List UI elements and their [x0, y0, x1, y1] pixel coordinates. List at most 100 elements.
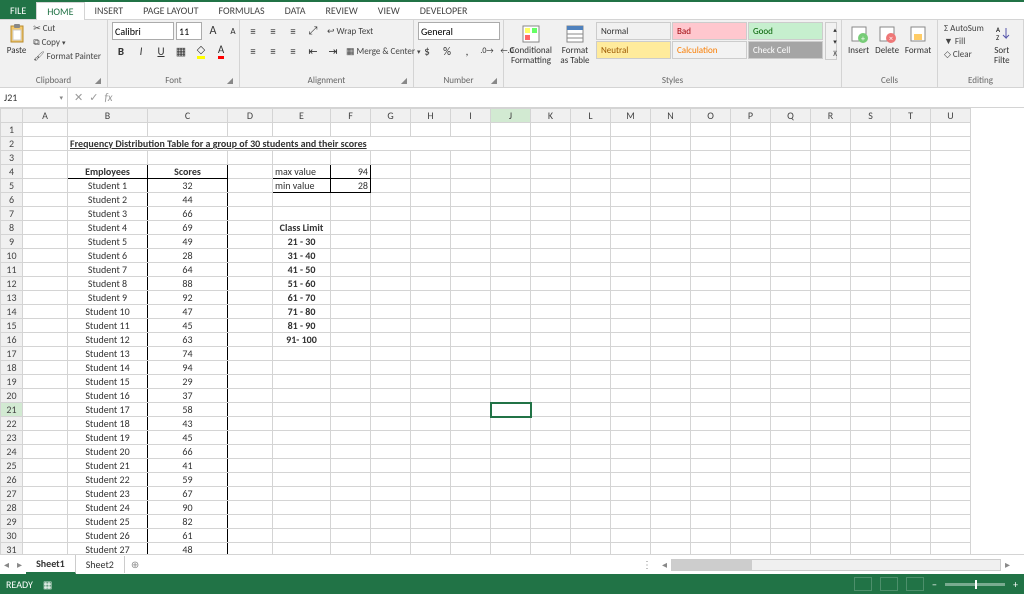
cell-O14[interactable]: [691, 305, 731, 319]
cell-D17[interactable]: [228, 347, 273, 361]
cell-L4[interactable]: [571, 165, 611, 179]
cell-S28[interactable]: [851, 501, 891, 515]
cell-F7[interactable]: [331, 207, 371, 221]
cell-E25[interactable]: [273, 459, 331, 473]
cell-E23[interactable]: [273, 431, 331, 445]
cell-G9[interactable]: [371, 235, 411, 249]
cell-C11[interactable]: 64: [148, 263, 228, 277]
cell-A18[interactable]: [23, 361, 68, 375]
cell-A21[interactable]: [23, 403, 68, 417]
cell-T15[interactable]: [891, 319, 931, 333]
cell-K28[interactable]: [531, 501, 571, 515]
cell-I11[interactable]: [451, 263, 491, 277]
cell-P12[interactable]: [731, 277, 771, 291]
cell-M20[interactable]: [611, 389, 651, 403]
cell-R6[interactable]: [811, 193, 851, 207]
cell-T26[interactable]: [891, 473, 931, 487]
cell-C5[interactable]: 32: [148, 179, 228, 193]
cell-D14[interactable]: [228, 305, 273, 319]
cell-U20[interactable]: [931, 389, 971, 403]
cell-N15[interactable]: [651, 319, 691, 333]
cell-I19[interactable]: [451, 375, 491, 389]
fill-button[interactable]: ▼Fill: [942, 35, 986, 48]
fill-color-button[interactable]: ◇: [192, 42, 210, 60]
cell-L31[interactable]: [571, 543, 611, 555]
cell-D20[interactable]: [228, 389, 273, 403]
row-header-2[interactable]: 2: [1, 137, 23, 151]
cell-I22[interactable]: [451, 417, 491, 431]
row-header-23[interactable]: 23: [1, 431, 23, 445]
row-header-28[interactable]: 28: [1, 501, 23, 515]
cell-P6[interactable]: [731, 193, 771, 207]
cell-G6[interactable]: [371, 193, 411, 207]
cell-Q14[interactable]: [771, 305, 811, 319]
cell-M25[interactable]: [611, 459, 651, 473]
cell-U25[interactable]: [931, 459, 971, 473]
cell-E1[interactable]: [273, 123, 331, 137]
cell-F19[interactable]: [331, 375, 371, 389]
cell-C10[interactable]: 28: [148, 249, 228, 263]
cell-Q13[interactable]: [771, 291, 811, 305]
cell-G7[interactable]: [371, 207, 411, 221]
cell-N23[interactable]: [651, 431, 691, 445]
cell-U21[interactable]: [931, 403, 971, 417]
cell-E12[interactable]: 51 - 60: [273, 277, 331, 291]
cell-D19[interactable]: [228, 375, 273, 389]
cell-Q7[interactable]: [771, 207, 811, 221]
cell-B26[interactable]: Student 22: [68, 473, 148, 487]
col-header-H[interactable]: H: [411, 109, 451, 123]
cell-F9[interactable]: [331, 235, 371, 249]
cell-O15[interactable]: [691, 319, 731, 333]
view-normal-button[interactable]: [854, 577, 872, 591]
cell-T5[interactable]: [891, 179, 931, 193]
cell-M10[interactable]: [611, 249, 651, 263]
cell-K8[interactable]: [531, 221, 571, 235]
cell-styles-gallery[interactable]: Normal Bad Good Neutral Calculation Chec…: [596, 22, 823, 59]
cell-T12[interactable]: [891, 277, 931, 291]
cell-P19[interactable]: [731, 375, 771, 389]
cell-O2[interactable]: [691, 137, 731, 151]
cell-Q20[interactable]: [771, 389, 811, 403]
cell-H15[interactable]: [411, 319, 451, 333]
cell-L2[interactable]: [571, 137, 611, 151]
style-normal[interactable]: Normal: [596, 22, 671, 40]
cell-I15[interactable]: [451, 319, 491, 333]
row-header-29[interactable]: 29: [1, 515, 23, 529]
cell-E22[interactable]: [273, 417, 331, 431]
cell-M7[interactable]: [611, 207, 651, 221]
cell-A14[interactable]: [23, 305, 68, 319]
cell-K9[interactable]: [531, 235, 571, 249]
cell-A6[interactable]: [23, 193, 68, 207]
row-header-25[interactable]: 25: [1, 459, 23, 473]
cell-G26[interactable]: [371, 473, 411, 487]
select-all-corner[interactable]: [1, 109, 23, 123]
cell-O12[interactable]: [691, 277, 731, 291]
cell-T28[interactable]: [891, 501, 931, 515]
cell-F6[interactable]: [331, 193, 371, 207]
cell-O1[interactable]: [691, 123, 731, 137]
cell-Q18[interactable]: [771, 361, 811, 375]
cell-M31[interactable]: [611, 543, 651, 555]
cell-A15[interactable]: [23, 319, 68, 333]
cell-I16[interactable]: [451, 333, 491, 347]
cell-L17[interactable]: [571, 347, 611, 361]
cell-O22[interactable]: [691, 417, 731, 431]
cell-D11[interactable]: [228, 263, 273, 277]
cell-K12[interactable]: [531, 277, 571, 291]
cell-O26[interactable]: [691, 473, 731, 487]
cell-L5[interactable]: [571, 179, 611, 193]
cell-Q24[interactable]: [771, 445, 811, 459]
cell-F20[interactable]: [331, 389, 371, 403]
align-left-button[interactable]: ≡: [244, 42, 262, 60]
grow-font-button[interactable]: A: [204, 22, 222, 40]
cell-F31[interactable]: [331, 543, 371, 555]
cell-B22[interactable]: Student 18: [68, 417, 148, 431]
cell-U26[interactable]: [931, 473, 971, 487]
cell-D1[interactable]: [228, 123, 273, 137]
cell-U15[interactable]: [931, 319, 971, 333]
row-header-26[interactable]: 26: [1, 473, 23, 487]
cell-R21[interactable]: [811, 403, 851, 417]
cell-F1[interactable]: [331, 123, 371, 137]
cell-M30[interactable]: [611, 529, 651, 543]
col-header-G[interactable]: G: [371, 109, 411, 123]
